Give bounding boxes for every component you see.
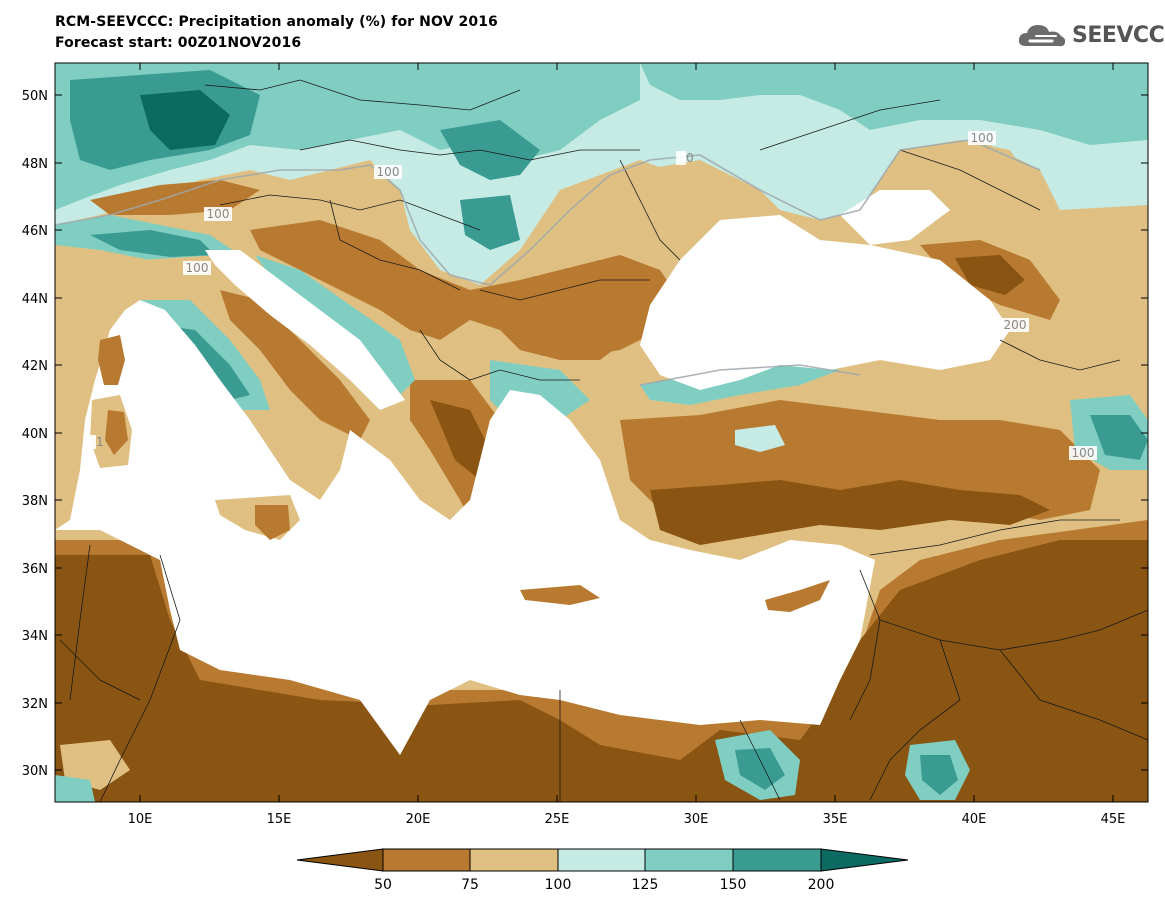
lat-label: 30N xyxy=(22,764,48,779)
field-turkey-lightpatch xyxy=(735,425,785,452)
lat-label: 34N xyxy=(22,629,48,644)
lat-label: 38N xyxy=(22,494,48,509)
cloud-icon xyxy=(1018,25,1066,47)
field-romania-dark xyxy=(460,195,520,250)
contour-label: 1 xyxy=(96,435,104,449)
field-turkey-north-teal xyxy=(640,360,840,405)
field-carpathian-dark xyxy=(440,120,540,180)
map-field xyxy=(55,63,1148,802)
colorbar-segment xyxy=(469,848,559,872)
contour-labels: 100 100 100 1 0 100 200 100 xyxy=(86,131,1097,460)
map-title: RCM-SEEVCCC: Precipitation anomaly (%) f… xyxy=(55,14,498,30)
lat-label: 40N xyxy=(22,427,48,442)
contour-label: 100 xyxy=(207,207,230,221)
colorbar-label: 50 xyxy=(374,877,392,893)
field-libya-tan xyxy=(60,740,130,790)
island-corsica xyxy=(98,335,125,385)
field-caucasus-darkbrown xyxy=(955,255,1025,295)
sea-black xyxy=(640,215,1010,390)
sea-tyrrhenian xyxy=(100,380,300,520)
contour-label-bg xyxy=(676,151,686,165)
contour-label-bg xyxy=(183,261,211,275)
contour-label-bg xyxy=(1001,318,1029,332)
lon-label: 15E xyxy=(267,812,292,827)
colorbar-segment xyxy=(820,848,909,872)
contour-label: 100 xyxy=(1072,446,1095,460)
longitude-axis: 10E 15E 20E 25E 30E 35E 40E 45E xyxy=(128,63,1126,827)
lat-label: 44N xyxy=(22,292,48,307)
seevccc-logo: SEEVCCC xyxy=(1016,20,1165,50)
contour-label-bg xyxy=(374,165,402,179)
island-cyprus xyxy=(765,580,830,612)
sea-adriatic xyxy=(205,250,405,410)
island-sicily-inner xyxy=(255,505,290,540)
colorbar-label: 125 xyxy=(632,877,659,893)
contour-label-bg xyxy=(204,207,232,221)
field-north-brown xyxy=(90,180,260,215)
colorbar-segment xyxy=(296,848,384,872)
contour-label-bg xyxy=(86,435,96,449)
contour-label: 100 xyxy=(186,261,209,275)
contour-label: 200 xyxy=(1004,318,1027,332)
colorbar-label: 200 xyxy=(808,877,835,893)
field-alps-dark xyxy=(90,230,215,257)
field-ukraine-brown xyxy=(620,160,780,260)
field-caucasus-tan xyxy=(880,140,1148,330)
lat-label: 32N xyxy=(22,697,48,712)
lon-label: 40E xyxy=(962,812,987,827)
lon-label: 30E xyxy=(684,812,709,827)
contour-label: 100 xyxy=(377,165,400,179)
field-greece-darkbrown xyxy=(430,400,490,480)
field-italy-brown xyxy=(220,290,370,440)
colorbar-label: 100 xyxy=(545,877,572,893)
lon-label: 45E xyxy=(1101,812,1126,827)
lat-label: 36N xyxy=(22,562,48,577)
colorbar-label: 150 xyxy=(720,877,747,893)
lon-label: 20E xyxy=(406,812,431,827)
colorbar-segment xyxy=(644,848,734,872)
field-tunisia-teal xyxy=(55,775,95,802)
latitude-axis: 50N 48N 46N 44N 42N 40N 38N 36N 34N 32N 30N xyxy=(22,89,1148,779)
field-kurd-darkteal xyxy=(1090,415,1148,460)
lon-label: 35E xyxy=(823,812,848,827)
lon-label: 25E xyxy=(545,812,570,827)
colorbar-segment xyxy=(557,848,646,872)
contour-label-bg xyxy=(1069,446,1097,460)
contour-lines xyxy=(55,139,1041,386)
logo-text: SEEVCCC xyxy=(1072,22,1165,48)
colorbar-label: 75 xyxy=(461,877,479,893)
contour-label-bg xyxy=(968,131,996,145)
lat-label: 48N xyxy=(22,157,48,172)
country-borders xyxy=(59,79,1148,802)
lon-label: 10E xyxy=(128,812,153,827)
sea-azov xyxy=(840,190,950,245)
field-south-darkbrown xyxy=(55,540,1148,802)
field-romania-brown xyxy=(520,290,660,360)
field-north-darkest xyxy=(140,90,230,150)
lat-label: 50N xyxy=(22,89,48,104)
colorbar-segment xyxy=(732,848,822,872)
field-arabia-darkteal xyxy=(920,755,958,795)
field-turkey-darkbrown xyxy=(650,480,1050,545)
contour-label: 0 xyxy=(686,151,694,165)
lat-label: 42N xyxy=(22,359,48,374)
contour-label: 100 xyxy=(971,131,994,145)
lat-label: 46N xyxy=(22,224,48,239)
island-sardinia-inner xyxy=(105,410,128,455)
field-northeast-medium xyxy=(640,63,1148,145)
forecast-start-subtitle: Forecast start: 00Z01NOV2016 xyxy=(55,35,302,51)
colorbar-segment xyxy=(382,848,471,872)
colorbar: 50 75 100 125 150 200 xyxy=(296,848,909,893)
sea-mediterranean xyxy=(55,300,875,755)
field-sinai-darkteal xyxy=(735,748,785,790)
island-crete xyxy=(520,585,600,605)
